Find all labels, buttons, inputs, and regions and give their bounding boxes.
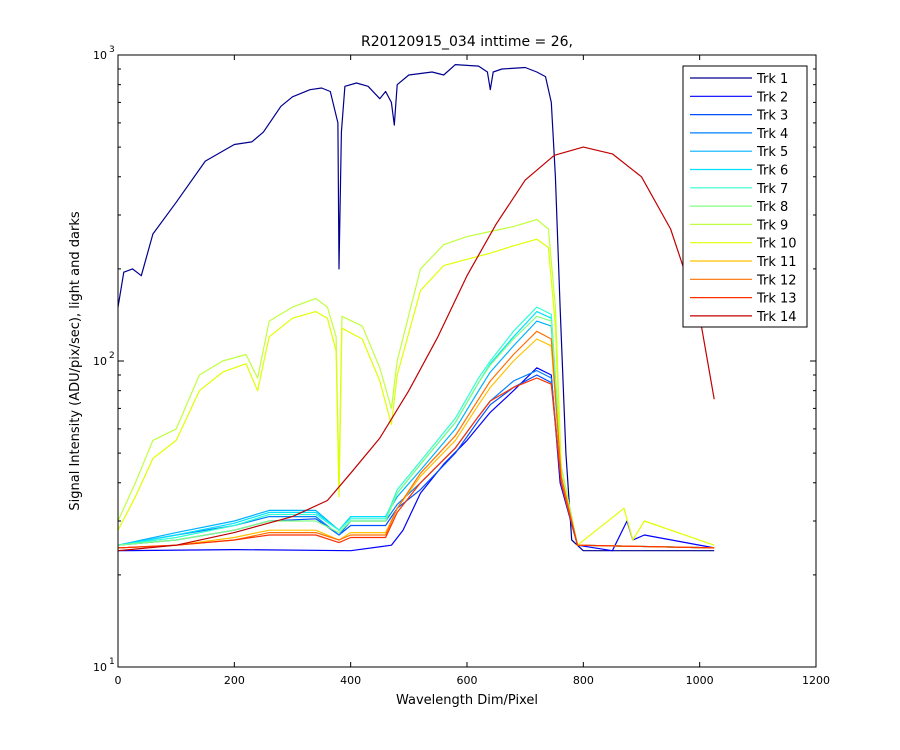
- legend-label: Trk 3: [756, 109, 788, 124]
- legend-label: Trk 5: [756, 145, 788, 160]
- legend-label: Trk 4: [756, 127, 788, 142]
- x-tick-label: 1000: [686, 674, 714, 687]
- y-tick-label: 10: [93, 355, 107, 368]
- y-tick-exponent: 3: [109, 45, 115, 55]
- y-tick-exponent: 1: [109, 657, 115, 667]
- x-tick-label: 0: [115, 674, 122, 687]
- legend-label: Trk 11: [756, 255, 797, 270]
- series-line-trk-9: [117, 218, 715, 549]
- legend-label: Trk 9: [756, 218, 788, 233]
- legend-label: Trk 14: [756, 310, 797, 325]
- legend-label: Trk 7: [756, 182, 788, 197]
- chart-title: R20120915_034 inttime = 26,: [361, 34, 573, 50]
- legend-label: Trk 6: [756, 164, 788, 179]
- x-tick-label: 600: [457, 674, 478, 687]
- y-tick-label: 10: [93, 49, 107, 62]
- x-tick-label: 200: [224, 674, 245, 687]
- series-line-trk-10: [117, 238, 715, 546]
- series-line-trk-12: [117, 330, 715, 549]
- y-axis-label: Signal Intensity (ADU/pix/sec), light an…: [68, 211, 83, 510]
- x-tick-label: 400: [340, 674, 361, 687]
- series-line-trk-8: [117, 315, 715, 549]
- x-tick-label: 1200: [802, 674, 830, 687]
- series-layer: [117, 63, 715, 552]
- legend-label: Trk 10: [756, 237, 797, 252]
- series-line-trk-14: [117, 146, 715, 552]
- legend-label: Trk 1: [756, 72, 788, 87]
- y-tick-label: 10: [93, 661, 107, 674]
- legend-box: [682, 65, 808, 328]
- legend-label: Trk 8: [756, 200, 788, 215]
- x-tick-label: 800: [573, 674, 594, 687]
- legend-label: Trk 12: [756, 273, 797, 288]
- y-tick-exponent: 2: [109, 351, 115, 361]
- series-line-trk-13: [117, 377, 715, 549]
- series-line-trk-1: [117, 63, 715, 552]
- series-line-trk-7: [117, 306, 715, 549]
- legend: Trk 1 Trk 2 Trk 3 Trk 4 Trk 5 Trk 6 Trk 7 Trk 8…: [682, 65, 808, 328]
- legend-label: Trk 2: [756, 90, 788, 105]
- legend-label: Trk 13: [756, 292, 797, 307]
- x-axis-label: Wavelength Dim/Pixel: [396, 693, 538, 708]
